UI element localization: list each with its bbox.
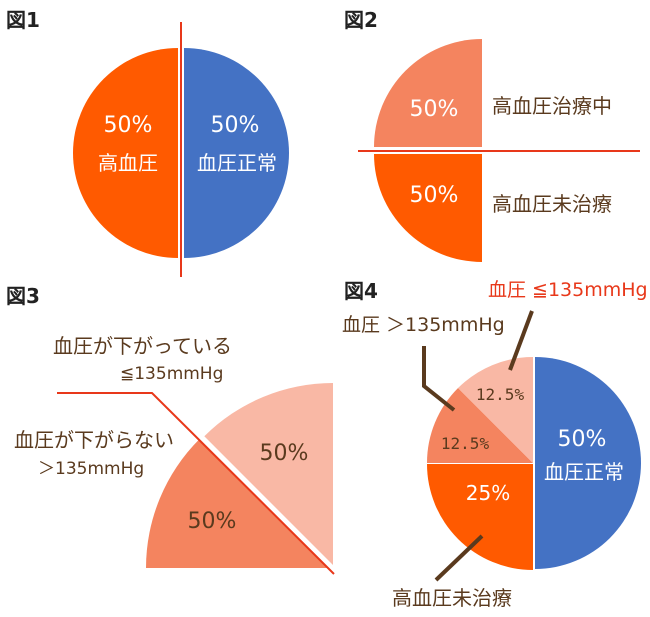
pie-slice-normal-bp (535, 357, 641, 569)
figure-3-title: 図3 (6, 284, 40, 308)
slice-name-label: 血圧が下がらない (14, 428, 174, 452)
leader-line (422, 346, 456, 412)
pie-slice-untreated (427, 464, 533, 570)
pie-slice-lowered (204, 383, 333, 565)
slice-value-label: 25% (466, 481, 510, 505)
figure-3: 図3 血圧が下がっている ≦135mmHg 血圧が下がらない ＞135mmHg … (6, 284, 335, 575)
slice-name-label: 血圧 ＞135mmHg (342, 314, 505, 336)
figure-1: 図1 50% 高血圧 50% 血圧正常 (6, 8, 289, 277)
slice-value-label: 50% (410, 183, 459, 208)
figure-1-title: 図1 (6, 8, 40, 32)
slice-value-label: 50% (260, 441, 309, 466)
slice-name-label: 血圧正常 (197, 151, 277, 175)
divider-line (57, 392, 335, 575)
slice-value-label: 50% (558, 427, 607, 452)
slice-sub-label: ＞135mmHg (38, 459, 144, 479)
leader-line (434, 534, 484, 582)
slice-name-label: 高血圧 (98, 151, 158, 175)
pie-slice-high-bp (73, 48, 178, 258)
slice-sub-label: ≦135mmHg (120, 364, 223, 384)
figure-4: 図4 50% 血圧正常 25% 12.5% 12.5% 血圧 ＞135mmHg … (342, 279, 648, 610)
slice-name-label: 高血圧未治療 (492, 192, 612, 216)
slice-name-label: 血圧正常 (544, 460, 624, 484)
pie-slice-over-135 (427, 388, 533, 463)
slice-value-label: 12.5% (476, 385, 525, 404)
pie-slice-untreated (374, 154, 482, 262)
figure-2: 図2 50% 50% 高血圧治療中 高血圧未治療 (344, 8, 640, 262)
pie-slice-not-lowered (146, 439, 328, 568)
slice-value-label: 50% (211, 113, 260, 138)
slice-name-label: 血圧 ≦135mmHg (488, 279, 648, 301)
pie-slice-normal-bp (184, 48, 289, 258)
slice-value-label: 50% (104, 113, 153, 138)
slice-value-label: 12.5% (441, 434, 490, 453)
figure-2-title: 図2 (344, 8, 378, 32)
pie-slice-under-135 (458, 357, 533, 463)
figure-4-title: 図4 (344, 279, 378, 303)
slice-value-label: 50% (410, 97, 459, 122)
slice-name-label: 高血圧未治療 (392, 586, 512, 610)
slice-name-label: 血圧が下がっている (53, 334, 232, 358)
slice-name-label: 高血圧治療中 (492, 94, 612, 118)
slice-value-label: 50% (188, 509, 237, 534)
leader-line (508, 310, 534, 371)
pie-slice-treated (374, 39, 482, 147)
